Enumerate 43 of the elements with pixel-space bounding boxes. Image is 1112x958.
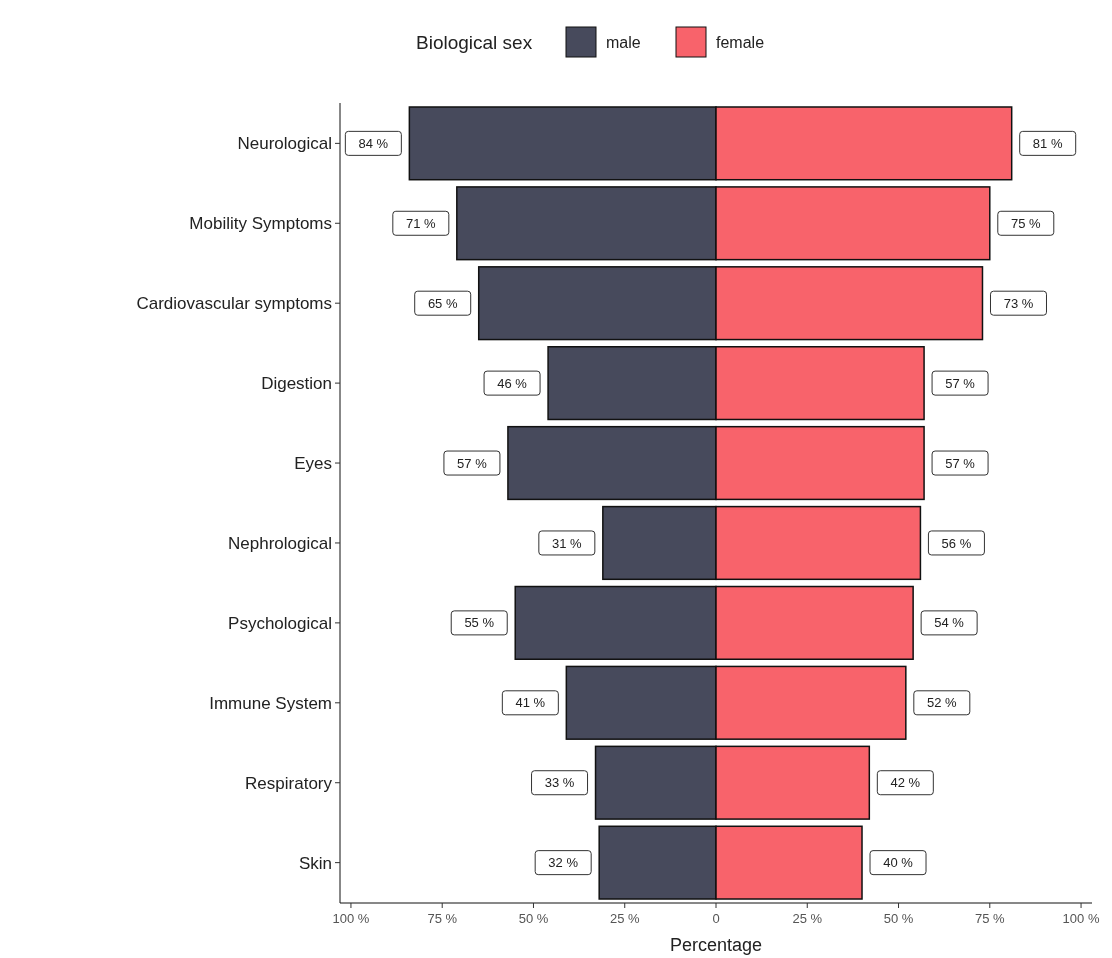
y-tick-label: Neurological xyxy=(237,134,332,154)
data-label: 57 % xyxy=(945,375,976,391)
y-tick-label: Mobility Symptoms xyxy=(189,214,332,234)
data-label: 75 % xyxy=(1010,215,1042,231)
y-tick-label: Immune System xyxy=(209,693,332,713)
data-label: 33 % xyxy=(544,775,575,791)
data-label: 52 % xyxy=(927,695,958,711)
data-label: 42 % xyxy=(890,775,921,791)
data-label: 31 % xyxy=(552,535,583,551)
x-tick-label: 25 % xyxy=(792,911,823,926)
x-tick-label: 100 % xyxy=(332,911,370,926)
data-label: 41 % xyxy=(515,695,546,711)
x-tick-label: 75 % xyxy=(974,911,1006,926)
y-tick-label: Skin xyxy=(298,853,332,873)
x-tick-label: 50 % xyxy=(518,911,549,926)
y-tick-label: Nephrological xyxy=(228,533,332,553)
x-axis-title: Percentage xyxy=(669,935,763,955)
data-label: 32 % xyxy=(548,855,579,871)
data-label: 81 % xyxy=(1032,135,1063,151)
data-label: 73 % xyxy=(1003,295,1034,311)
data-label: 71 % xyxy=(406,215,437,231)
legend-label: female xyxy=(716,33,765,51)
data-label: 65 % xyxy=(427,295,458,311)
x-tick-label: 25 % xyxy=(609,911,640,926)
legend-label: male xyxy=(606,33,641,51)
x-tick-label: 100 % xyxy=(1062,911,1100,926)
x-tick-label: 75 % xyxy=(427,911,458,926)
data-label: 40 % xyxy=(883,855,914,871)
x-tick-label: 0 xyxy=(712,911,720,926)
y-tick-label: Eyes xyxy=(294,453,332,473)
y-tick-label: Digestion xyxy=(261,374,332,394)
data-label: 54 % xyxy=(934,615,965,631)
legend-title: Biological sex xyxy=(416,31,533,53)
y-tick-label: Psychological xyxy=(228,613,332,633)
y-tick-label: Respiratory xyxy=(245,773,333,793)
data-label: 57 % xyxy=(457,455,488,471)
x-tick-label: 50 % xyxy=(883,911,914,926)
y-tick-label: Cardiovascular symptoms xyxy=(136,294,332,314)
data-label: 46 % xyxy=(497,375,528,391)
data-label: 56 % xyxy=(941,535,972,551)
data-label: 84 % xyxy=(358,135,389,151)
data-label: 57 % xyxy=(945,455,976,471)
data-label: 55 % xyxy=(464,615,495,631)
